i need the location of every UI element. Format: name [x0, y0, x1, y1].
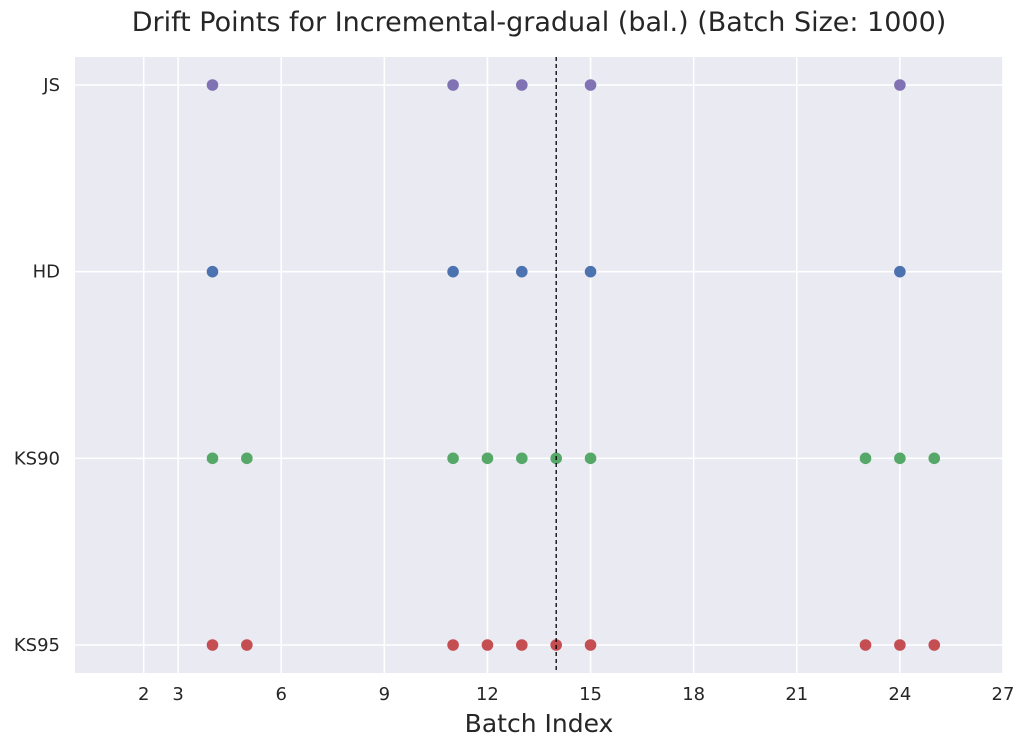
data-point	[584, 79, 597, 91]
x-tick-label: 2	[138, 684, 149, 705]
x-tick-label: 21	[785, 684, 808, 705]
x-tick-label: 15	[579, 684, 602, 705]
data-point	[928, 452, 941, 465]
x-tick-label: 24	[888, 684, 911, 705]
x-tick-label: 6	[275, 684, 286, 705]
data-point	[928, 639, 941, 651]
data-point	[894, 639, 906, 651]
data-point	[894, 452, 906, 465]
data-point	[206, 639, 219, 651]
data-point	[206, 79, 219, 91]
chart-title: Drift Points for Incremental-gradual (ba…	[132, 7, 947, 38]
data-point	[516, 79, 528, 91]
y-tick-label: HD	[33, 262, 60, 283]
data-point	[447, 639, 459, 651]
data-point	[516, 452, 528, 465]
data-point	[859, 452, 872, 465]
y-tick-label: JS	[42, 75, 60, 96]
data-point	[447, 79, 459, 91]
x-tick-label: 3	[172, 684, 183, 705]
data-point	[206, 265, 219, 278]
data-point	[481, 639, 494, 651]
x-tick-label: 9	[379, 684, 390, 705]
data-point	[447, 265, 459, 278]
data-point	[481, 452, 494, 465]
data-point	[241, 452, 253, 465]
data-point	[584, 452, 597, 465]
data-point	[447, 452, 459, 465]
data-point	[241, 639, 253, 651]
data-point	[894, 265, 906, 278]
data-point	[516, 639, 528, 651]
data-point	[584, 265, 597, 278]
plot-area: 2 3 6 9 12 15 18 21 24 27 JS HD KS90 KS95	[14, 57, 1015, 705]
x-tick-label: 18	[682, 684, 705, 705]
data-point	[859, 639, 872, 651]
x-axis-label: Batch Index	[465, 709, 614, 738]
plot-background	[75, 57, 1003, 673]
x-tick-label: 27	[992, 684, 1015, 705]
data-point	[206, 452, 219, 465]
data-point	[584, 639, 597, 651]
y-tick-label: KS90	[14, 448, 60, 469]
y-tick-label: KS95	[14, 635, 60, 656]
data-point	[516, 265, 528, 278]
x-tick-label: 12	[476, 684, 499, 705]
data-point	[894, 79, 906, 91]
